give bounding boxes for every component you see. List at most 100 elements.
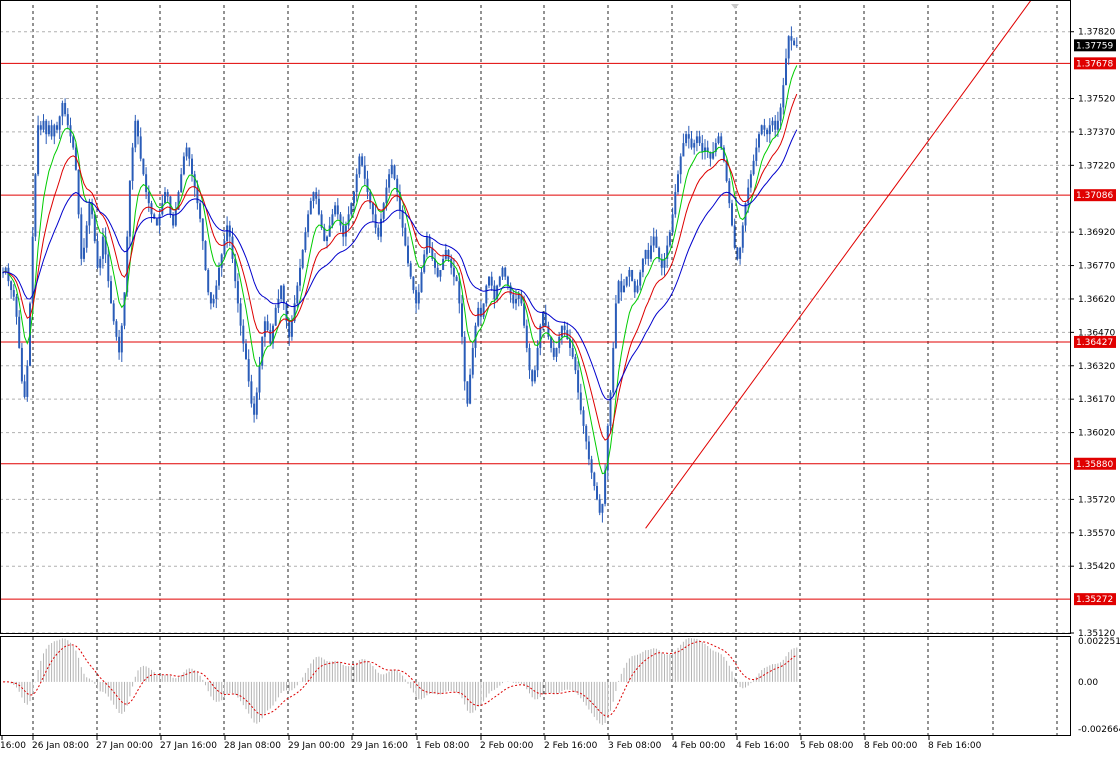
candle-body bbox=[420, 272, 423, 293]
candle-body bbox=[763, 125, 766, 130]
candle-body bbox=[377, 227, 380, 237]
candle-body bbox=[201, 218, 204, 242]
time-tick-label: 26 Jan 08:00 bbox=[32, 741, 89, 751]
candle-body bbox=[350, 203, 353, 215]
candle-body bbox=[361, 156, 364, 166]
candle-body bbox=[288, 321, 291, 337]
candle-body bbox=[142, 158, 145, 175]
candle-body bbox=[323, 227, 326, 242]
candle-body bbox=[768, 125, 771, 135]
candle-body bbox=[755, 147, 758, 161]
price-tick-label: 1.36020 bbox=[1078, 429, 1115, 439]
time-tick-label: 3 Feb 08:00 bbox=[608, 741, 662, 751]
time-tick-label: 8 Feb 00:00 bbox=[864, 741, 918, 751]
trendline[interactable] bbox=[645, 0, 1064, 529]
price-candles bbox=[2, 26, 798, 523]
price-tags: 1.37678 1.37086 1.36427 1.35880 1.35272 1.377… bbox=[1074, 39, 1116, 606]
chart-shift-marker-icon[interactable] bbox=[731, 4, 739, 9]
candle-body bbox=[531, 370, 534, 382]
candle-body bbox=[760, 125, 763, 135]
time-tick-label: 2 Feb 00:00 bbox=[480, 741, 534, 751]
candle-body bbox=[725, 160, 728, 181]
candle-body bbox=[258, 365, 261, 393]
candle-body bbox=[574, 356, 577, 371]
candle-body bbox=[85, 225, 88, 248]
candle-body bbox=[647, 249, 650, 259]
candle-body bbox=[452, 267, 455, 277]
candle-body bbox=[555, 347, 558, 357]
candle-body bbox=[77, 169, 80, 215]
candle-body bbox=[596, 486, 598, 500]
time-tick-label: 29 Jan 16:00 bbox=[351, 741, 408, 751]
candle-body bbox=[706, 147, 709, 152]
candle-body bbox=[20, 347, 23, 382]
candle-body bbox=[112, 303, 115, 322]
price-tick-label: 1.36170 bbox=[1078, 395, 1115, 405]
candle-body bbox=[709, 151, 712, 159]
candle-body bbox=[174, 209, 177, 226]
candle-body bbox=[490, 276, 493, 286]
candle-body bbox=[253, 403, 256, 415]
candle-body bbox=[101, 236, 104, 259]
candle-body bbox=[771, 120, 774, 126]
candle-body bbox=[307, 214, 310, 233]
candle-body bbox=[652, 236, 655, 246]
candle-body bbox=[374, 214, 377, 228]
candle-body bbox=[515, 298, 517, 304]
candle-body bbox=[355, 174, 358, 193]
candle-body bbox=[612, 347, 615, 393]
candle-body bbox=[296, 285, 299, 304]
trend-line[interactable] bbox=[645, 0, 1064, 529]
candle-body bbox=[461, 303, 463, 337]
level-price-tag bbox=[1074, 335, 1116, 348]
candle-body bbox=[774, 120, 777, 130]
candle-body bbox=[466, 381, 469, 404]
candle-body bbox=[320, 214, 323, 228]
candle-body bbox=[423, 254, 426, 273]
candle-body bbox=[666, 245, 669, 259]
candle-body bbox=[428, 236, 431, 248]
candle-body bbox=[447, 249, 450, 259]
candle-body bbox=[782, 85, 785, 108]
candle-body bbox=[315, 192, 318, 199]
candle-body bbox=[218, 267, 220, 286]
candle-body bbox=[471, 347, 474, 375]
candle-body bbox=[282, 285, 285, 304]
time-tick-label: 27 Jan 00:00 bbox=[96, 741, 153, 751]
time-tick-label: 2 Feb 16:00 bbox=[544, 741, 598, 751]
candle-body bbox=[668, 232, 671, 246]
candle-body bbox=[396, 178, 399, 193]
candle-body bbox=[164, 192, 166, 204]
candle-body bbox=[280, 285, 283, 299]
candle-body bbox=[728, 180, 731, 204]
candle-body bbox=[479, 307, 482, 317]
candle-body bbox=[274, 307, 277, 326]
candle-body bbox=[415, 290, 418, 304]
candle-body bbox=[463, 336, 466, 382]
candle-body bbox=[326, 236, 328, 242]
candle-body bbox=[115, 321, 118, 337]
candle-body bbox=[590, 459, 593, 473]
price-tick-label: 1.37370 bbox=[1078, 128, 1115, 138]
candle-body bbox=[614, 303, 617, 348]
candle-body bbox=[501, 267, 504, 277]
candle-body bbox=[250, 381, 253, 404]
candle-body bbox=[99, 258, 102, 268]
candle-body bbox=[50, 125, 53, 137]
candle-body bbox=[498, 276, 501, 286]
candle-body bbox=[744, 203, 747, 226]
candle-body bbox=[153, 214, 156, 219]
time-axis: 16:00 26 Jan 08:00 27 Jan 00:00 27 Jan 16:0… bbox=[0, 736, 982, 751]
candle-body bbox=[547, 325, 550, 337]
time-tick-label: 16:00 bbox=[0, 741, 26, 751]
candle-body bbox=[185, 147, 188, 157]
level-price-tag bbox=[1074, 57, 1116, 70]
candle-body bbox=[712, 151, 715, 159]
candle-body bbox=[536, 347, 539, 371]
candle-body bbox=[663, 258, 666, 268]
candle-body bbox=[517, 294, 520, 299]
candle-body bbox=[223, 241, 226, 255]
candle-body bbox=[587, 441, 590, 460]
candle-body bbox=[61, 102, 64, 117]
